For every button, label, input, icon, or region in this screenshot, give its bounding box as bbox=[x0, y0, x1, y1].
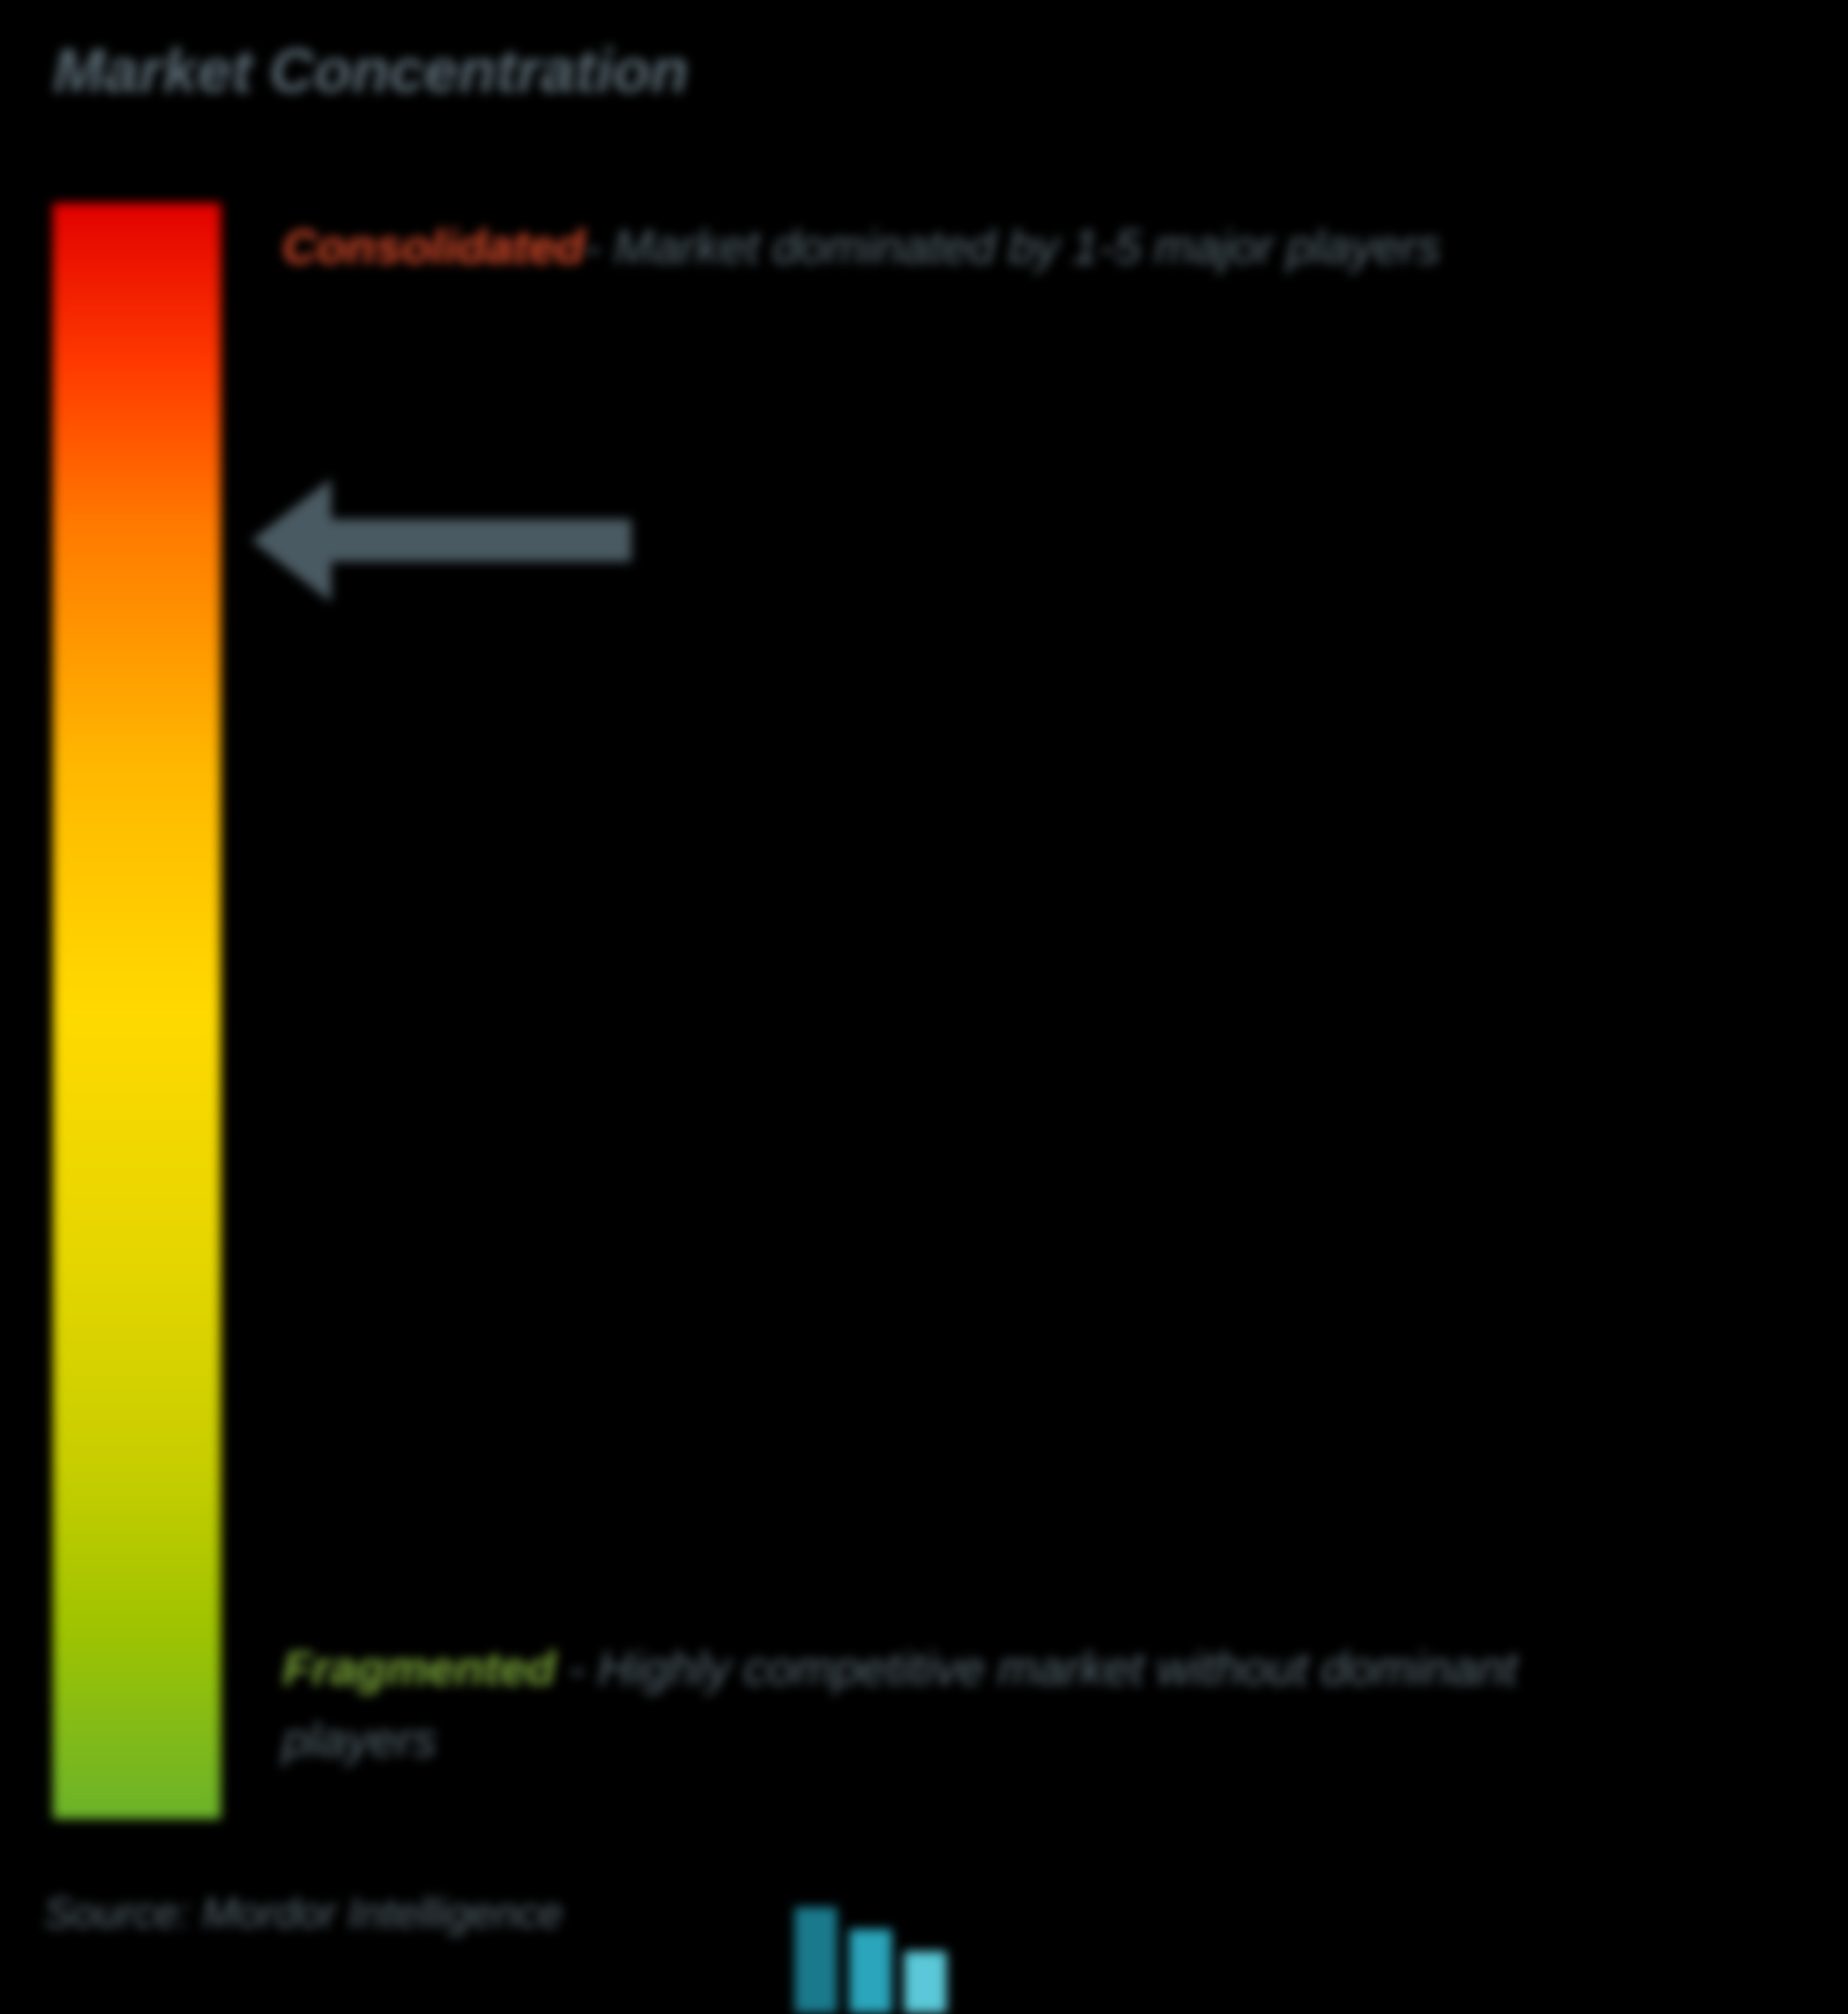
position-arrow-icon bbox=[252, 479, 658, 620]
consolidated-description: - Market dominated by 1-5 major players bbox=[585, 221, 1440, 274]
consolidated-highlight: Consolidated bbox=[283, 221, 585, 274]
fragmented-highlight: Fragmented bbox=[283, 1642, 555, 1695]
mordor-logo-icon bbox=[795, 1898, 989, 2014]
concentration-gradient-bar bbox=[53, 203, 221, 1819]
infographic-container: Market Concentration Consolidated- Marke… bbox=[0, 0, 1848, 2014]
source-label: Source: bbox=[44, 1890, 202, 1937]
fragmented-description-line2: players bbox=[283, 1714, 436, 1767]
source-attribution: Source: Mordor Intelligence bbox=[44, 1890, 562, 1938]
fragmented-description-line1: - Highly competitive market without domi… bbox=[555, 1642, 1517, 1695]
fragmented-label: Fragmented - Highly competitive market w… bbox=[283, 1633, 1784, 1776]
consolidated-label: Consolidated- Market dominated by 1-5 ma… bbox=[283, 216, 1440, 278]
source-value: Mordor Intelligence bbox=[202, 1890, 562, 1937]
page-title: Market Concentration bbox=[53, 35, 689, 106]
